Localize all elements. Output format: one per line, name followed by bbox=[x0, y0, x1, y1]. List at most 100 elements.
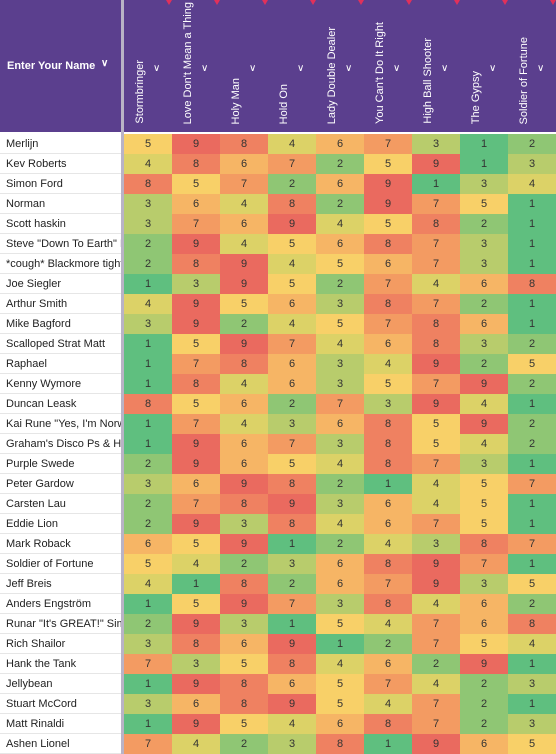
rank-cell[interactable]: 7 bbox=[412, 714, 460, 734]
rank-cell[interactable]: 5 bbox=[268, 454, 316, 474]
name-column-header[interactable]: Enter Your Name ∨ bbox=[0, 0, 121, 132]
rank-cell[interactable]: 2 bbox=[220, 554, 268, 574]
rank-cell[interactable]: 9 bbox=[172, 454, 220, 474]
rank-cell[interactable]: 6 bbox=[220, 634, 268, 654]
rank-cell[interactable]: 5 bbox=[316, 694, 364, 714]
rank-cell[interactable]: 7 bbox=[268, 594, 316, 614]
rank-cell[interactable]: 7 bbox=[316, 394, 364, 414]
rank-cell[interactable]: 1 bbox=[124, 354, 172, 374]
rank-cell[interactable]: 2 bbox=[316, 154, 364, 174]
rank-cell[interactable]: 3 bbox=[124, 314, 172, 334]
rank-cell[interactable]: 8 bbox=[412, 314, 460, 334]
rank-cell[interactable]: 4 bbox=[316, 654, 364, 674]
rank-cell[interactable]: 9 bbox=[172, 714, 220, 734]
participant-name[interactable]: Eddie Lion bbox=[0, 514, 121, 534]
rank-cell[interactable]: 3 bbox=[124, 694, 172, 714]
rank-cell[interactable]: 5 bbox=[460, 634, 508, 654]
rank-cell[interactable]: 2 bbox=[124, 234, 172, 254]
chevron-down-icon[interactable]: ∨ bbox=[393, 63, 401, 74]
rank-cell[interactable]: 4 bbox=[412, 674, 460, 694]
rank-cell[interactable]: 3 bbox=[124, 194, 172, 214]
rank-cell[interactable]: 3 bbox=[316, 294, 364, 314]
rank-cell[interactable]: 1 bbox=[508, 254, 556, 274]
participant-name[interactable]: Scalloped Strat Matt bbox=[0, 334, 121, 354]
participant-name[interactable]: Merlijn bbox=[0, 134, 121, 154]
rank-cell[interactable]: 8 bbox=[124, 394, 172, 414]
rank-cell[interactable]: 2 bbox=[124, 614, 172, 634]
column-header[interactable]: Holy Man ∨ bbox=[220, 0, 268, 132]
rank-cell[interactable]: 7 bbox=[124, 654, 172, 674]
rank-cell[interactable]: 3 bbox=[172, 654, 220, 674]
rank-cell[interactable]: 5 bbox=[172, 534, 220, 554]
rank-cell[interactable]: 5 bbox=[172, 594, 220, 614]
rank-cell[interactable]: 1 bbox=[508, 554, 556, 574]
rank-cell[interactable]: 7 bbox=[124, 734, 172, 754]
rank-cell[interactable]: 4 bbox=[316, 514, 364, 534]
participant-name[interactable]: Rich Shailor bbox=[0, 634, 121, 654]
rank-cell[interactable]: 8 bbox=[364, 234, 412, 254]
rank-cell[interactable]: 1 bbox=[124, 674, 172, 694]
chevron-down-icon[interactable]: ∨ bbox=[101, 58, 109, 69]
rank-cell[interactable]: 1 bbox=[508, 494, 556, 514]
rank-cell[interactable]: 2 bbox=[124, 454, 172, 474]
chevron-down-icon[interactable]: ∨ bbox=[345, 63, 353, 74]
rank-cell[interactable]: 1 bbox=[268, 534, 316, 554]
rank-cell[interactable]: 5 bbox=[460, 474, 508, 494]
rank-cell[interactable]: 2 bbox=[124, 254, 172, 274]
rank-cell[interactable]: 8 bbox=[268, 474, 316, 494]
rank-cell[interactable]: 1 bbox=[460, 154, 508, 174]
rank-cell[interactable]: 8 bbox=[220, 494, 268, 514]
rank-cell[interactable]: 2 bbox=[460, 714, 508, 734]
rank-cell[interactable]: 7 bbox=[460, 554, 508, 574]
rank-cell[interactable]: 7 bbox=[412, 614, 460, 634]
rank-cell[interactable]: 2 bbox=[460, 674, 508, 694]
rank-cell[interactable]: 5 bbox=[220, 294, 268, 314]
rank-cell[interactable]: 9 bbox=[220, 274, 268, 294]
rank-cell[interactable]: 4 bbox=[364, 694, 412, 714]
participant-name[interactable]: Scott haskin bbox=[0, 214, 121, 234]
rank-cell[interactable]: 1 bbox=[508, 394, 556, 414]
rank-cell[interactable]: 6 bbox=[220, 434, 268, 454]
rank-cell[interactable]: 7 bbox=[172, 354, 220, 374]
chevron-down-icon[interactable]: ∨ bbox=[201, 63, 209, 74]
rank-cell[interactable]: 5 bbox=[172, 334, 220, 354]
participant-name[interactable]: Stuart McCord bbox=[0, 694, 121, 714]
rank-cell[interactable]: 7 bbox=[508, 534, 556, 554]
rank-cell[interactable]: 4 bbox=[268, 134, 316, 154]
column-header[interactable]: Love Don't Mean a Thing ∨ bbox=[172, 0, 220, 132]
rank-cell[interactable]: 6 bbox=[460, 734, 508, 754]
rank-cell[interactable]: 6 bbox=[364, 254, 412, 274]
participant-name[interactable]: Peter Gardow bbox=[0, 474, 121, 494]
chevron-down-icon[interactable]: ∨ bbox=[297, 63, 305, 74]
rank-cell[interactable]: 7 bbox=[412, 234, 460, 254]
rank-cell[interactable]: 3 bbox=[316, 494, 364, 514]
rank-cell[interactable]: 7 bbox=[172, 494, 220, 514]
rank-cell[interactable]: 6 bbox=[220, 154, 268, 174]
rank-cell[interactable]: 9 bbox=[172, 134, 220, 154]
rank-cell[interactable]: 5 bbox=[364, 154, 412, 174]
rank-cell[interactable]: 4 bbox=[220, 374, 268, 394]
participant-name[interactable]: Anders Engström bbox=[0, 594, 121, 614]
rank-cell[interactable]: 1 bbox=[124, 594, 172, 614]
rank-cell[interactable]: 5 bbox=[508, 734, 556, 754]
participant-name[interactable]: Jeff Breis bbox=[0, 574, 121, 594]
rank-cell[interactable]: 2 bbox=[508, 594, 556, 614]
participant-name[interactable]: Graham's Disco Ps & H c bbox=[0, 434, 121, 454]
rank-cell[interactable]: 3 bbox=[172, 274, 220, 294]
rank-cell[interactable]: 8 bbox=[268, 514, 316, 534]
rank-cell[interactable]: 4 bbox=[316, 334, 364, 354]
rank-cell[interactable]: 7 bbox=[412, 454, 460, 474]
rank-cell[interactable]: 6 bbox=[220, 454, 268, 474]
rank-cell[interactable]: 4 bbox=[364, 354, 412, 374]
rank-cell[interactable]: 6 bbox=[460, 594, 508, 614]
rank-cell[interactable]: 8 bbox=[364, 454, 412, 474]
rank-cell[interactable]: 6 bbox=[316, 414, 364, 434]
rank-cell[interactable]: 2 bbox=[508, 414, 556, 434]
rank-cell[interactable]: 1 bbox=[460, 134, 508, 154]
rank-cell[interactable]: 9 bbox=[268, 634, 316, 654]
rank-cell[interactable]: 9 bbox=[460, 414, 508, 434]
rank-cell[interactable]: 5 bbox=[364, 214, 412, 234]
participant-name[interactable]: Norman bbox=[0, 194, 121, 214]
rank-cell[interactable]: 4 bbox=[268, 254, 316, 274]
rank-cell[interactable]: 2 bbox=[316, 534, 364, 554]
